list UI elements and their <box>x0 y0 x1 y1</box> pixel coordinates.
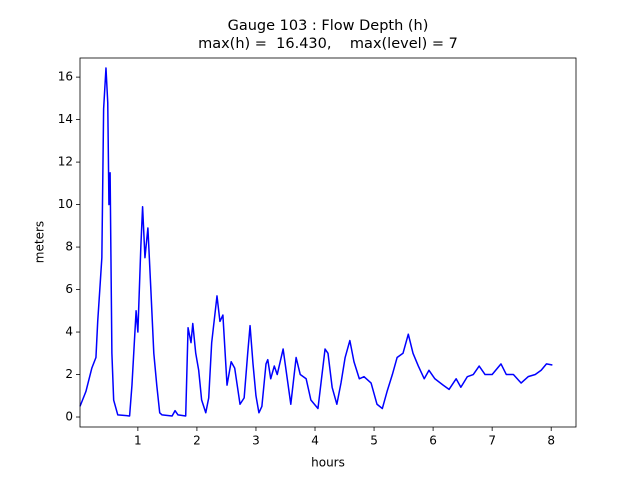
x-tick-label: 3 <box>252 434 260 448</box>
line <box>79 67 553 417</box>
x-tick-label: 6 <box>429 434 437 448</box>
chart-subtitle: max(h) = 16.430, max(level) = 7 <box>198 36 458 52</box>
x-tick-label: 4 <box>311 434 319 448</box>
y-tick-label: 8 <box>65 240 73 254</box>
y-tick-label: 10 <box>58 197 73 211</box>
x-tick-label: 2 <box>193 434 201 448</box>
y-tick-label: 4 <box>65 325 73 339</box>
chart-title: Gauge 103 : Flow Depth (h) <box>228 18 429 34</box>
x-tick-label: 1 <box>134 434 142 448</box>
y-tick-label: 12 <box>58 155 73 169</box>
y-tick-label: 16 <box>58 70 73 84</box>
y-tick-label: 2 <box>65 367 73 381</box>
y-tick-label: 6 <box>65 282 73 296</box>
y-tick-label: 14 <box>58 112 73 126</box>
x-tick-label: 5 <box>370 434 378 448</box>
x-tick-label: 8 <box>547 434 555 448</box>
plot-frame <box>79 57 577 428</box>
y-tick-label: 0 <box>65 410 73 424</box>
y-axis-label: meters <box>33 221 47 263</box>
x-tick-label: 7 <box>488 434 496 448</box>
x-axis-label: hours <box>311 456 345 470</box>
